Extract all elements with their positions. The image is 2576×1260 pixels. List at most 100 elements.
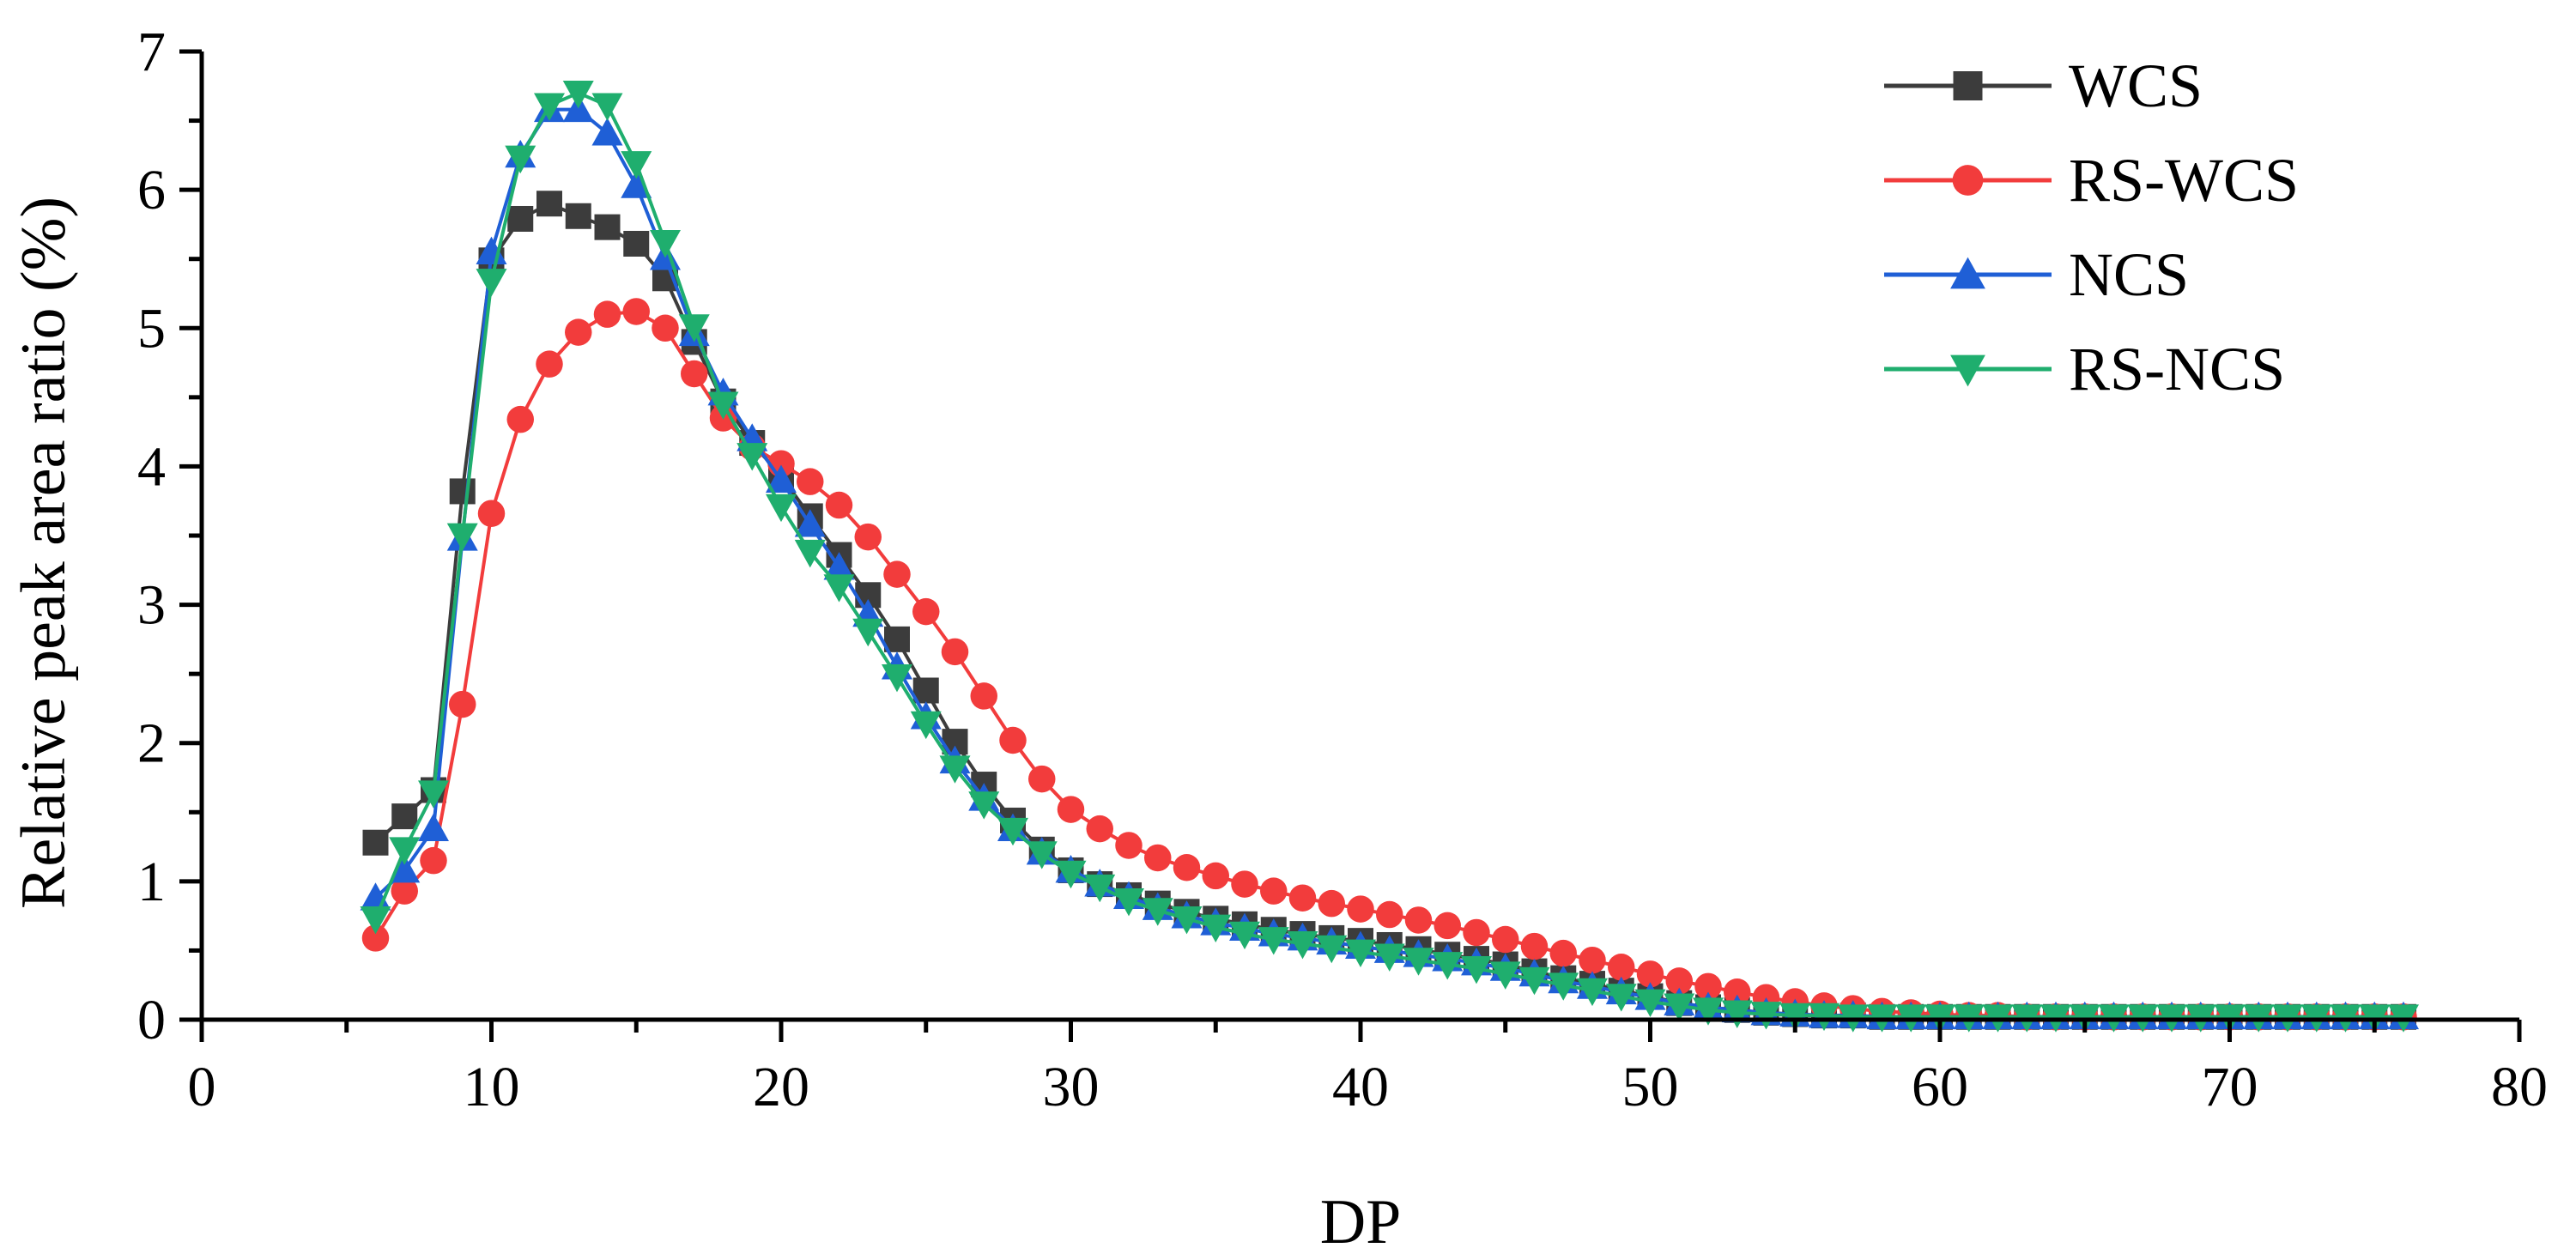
data-point-rs-wcs bbox=[1520, 932, 1549, 960]
legend-item-rs-ncs: RS-NCS bbox=[1884, 335, 2285, 403]
x-tick-label: 50 bbox=[1622, 1056, 1679, 1118]
y-tick-label: 6 bbox=[137, 159, 166, 221]
data-point-rs-wcs bbox=[477, 500, 506, 527]
data-point-rs-ncs bbox=[1809, 1003, 1840, 1032]
x-axis-ticks: 0 10 20 30 40 50 60 70 80 bbox=[188, 1020, 2548, 1118]
data-point-rs-ncs bbox=[389, 837, 421, 865]
data-point-rs-ncs bbox=[1432, 952, 1464, 980]
data-point-rs-ncs bbox=[476, 269, 507, 297]
data-point-rs-ncs bbox=[1721, 1000, 1753, 1028]
plot-area: 0 10 20 30 40 50 60 70 80 0 1 2 3 4 5 6 7 bbox=[137, 21, 2548, 1118]
data-point-ncs bbox=[621, 170, 652, 198]
data-point-wcs bbox=[565, 203, 591, 229]
data-point-rs-wcs bbox=[1608, 954, 1635, 981]
data-point-ncs bbox=[476, 236, 507, 265]
y-tick-label: 1 bbox=[137, 851, 166, 913]
data-point-rs-wcs bbox=[825, 491, 853, 519]
data-point-rs-ncs bbox=[823, 574, 855, 603]
data-point-rs-wcs bbox=[1463, 918, 1490, 947]
data-point-ncs bbox=[766, 464, 797, 493]
x-tick-label: 60 bbox=[1912, 1056, 1968, 1118]
data-point-rs-wcs bbox=[506, 405, 534, 433]
data-point-rs-wcs bbox=[941, 638, 969, 666]
x-axis-title: DP bbox=[1320, 1187, 1402, 1257]
data-point-rs-wcs bbox=[1231, 870, 1258, 898]
data-point-rs-wcs bbox=[1028, 765, 1056, 793]
data-point-wcs bbox=[536, 191, 562, 217]
x-tick-label: 30 bbox=[1043, 1056, 1100, 1118]
x-tick-label: 10 bbox=[464, 1056, 520, 1118]
data-point-wcs bbox=[507, 205, 534, 232]
data-point-rs-wcs bbox=[1144, 844, 1172, 872]
data-point-rs-ncs bbox=[1489, 961, 1521, 990]
data-point-rs-ncs bbox=[1577, 978, 1608, 1007]
data-point-rs-wcs bbox=[420, 846, 447, 875]
data-point-rs-ncs bbox=[1142, 898, 1173, 926]
data-point-rs-wcs bbox=[652, 314, 679, 342]
data-point-rs-ncs bbox=[1779, 1003, 1811, 1032]
y-tick-label: 2 bbox=[137, 712, 166, 775]
data-point-wcs bbox=[391, 803, 418, 830]
data-point-rs-wcs bbox=[1665, 967, 1693, 995]
data-point-rs-ncs bbox=[882, 663, 912, 693]
legend-marker-rs-ncs bbox=[1950, 354, 1985, 387]
series-layer bbox=[360, 80, 2419, 1033]
data-point-rs-ncs bbox=[1403, 948, 1434, 976]
data-point-rs-ncs bbox=[736, 443, 768, 471]
data-point-rs-ncs bbox=[562, 80, 594, 109]
data-point-rs-ncs bbox=[1518, 966, 1550, 996]
series-rs-ncs bbox=[360, 80, 2419, 1033]
data-point-rs-wcs bbox=[1492, 925, 1519, 954]
data-point-rs-ncs bbox=[505, 145, 536, 174]
data-point-rs-wcs bbox=[854, 523, 882, 551]
data-point-wcs bbox=[449, 478, 476, 505]
data-point-rs-wcs bbox=[883, 560, 911, 588]
data-point-rs-ncs bbox=[650, 229, 681, 258]
data-point-rs-wcs bbox=[361, 924, 390, 952]
data-point-rs-wcs bbox=[1636, 960, 1664, 988]
data-point-rs-ncs bbox=[1664, 993, 1695, 1021]
data-point-rs-wcs bbox=[1376, 900, 1403, 929]
series-line-wcs bbox=[374, 202, 2403, 1019]
data-point-rs-ncs bbox=[1229, 921, 1260, 950]
data-point-rs-wcs bbox=[565, 318, 592, 346]
data-point-rs-ncs bbox=[1750, 1002, 1782, 1030]
data-point-rs-wcs bbox=[970, 682, 997, 710]
data-point-rs-wcs bbox=[1288, 884, 1317, 912]
data-point-rs-ncs bbox=[1373, 943, 1405, 972]
y-tick-label: 5 bbox=[137, 297, 166, 360]
data-point-rs-ncs bbox=[1548, 972, 1579, 1001]
data-point-rs-ncs bbox=[766, 494, 797, 523]
data-point-rs-ncs bbox=[1113, 888, 1144, 917]
y-tick-label: 0 bbox=[137, 989, 166, 1051]
data-point-rs-ncs bbox=[939, 755, 971, 784]
y-tick-label: 3 bbox=[137, 574, 166, 637]
x-tick-label: 0 bbox=[188, 1056, 216, 1118]
data-point-rs-ncs bbox=[1084, 874, 1116, 903]
data-point-ncs bbox=[794, 509, 826, 537]
data-point-rs-ncs bbox=[1316, 935, 1348, 964]
data-point-rs-ncs bbox=[621, 151, 652, 179]
data-point-wcs bbox=[623, 230, 650, 257]
legend-item-wcs: WCS bbox=[1884, 51, 2203, 120]
legend-marker-ncs bbox=[1950, 257, 1985, 289]
data-point-rs-ncs bbox=[968, 791, 1000, 820]
data-point-rs-ncs bbox=[1258, 927, 1289, 955]
data-point-rs-wcs bbox=[1086, 815, 1113, 843]
data-point-rs-wcs bbox=[1260, 877, 1288, 905]
data-point-rs-ncs bbox=[678, 314, 710, 342]
data-point-rs-ncs bbox=[1605, 984, 1637, 1012]
data-point-rs-wcs bbox=[593, 300, 621, 328]
legend: WCS RS-WCS NCS RS-NCS bbox=[1884, 51, 2299, 403]
data-point-rs-wcs bbox=[1724, 978, 1751, 1006]
data-point-rs-wcs bbox=[1057, 796, 1085, 823]
data-point-rs-wcs bbox=[536, 350, 563, 378]
data-point-ncs bbox=[823, 552, 855, 580]
data-point-rs-ncs bbox=[1026, 841, 1058, 869]
data-point-rs-ncs bbox=[1461, 955, 1492, 984]
x-tick-label: 20 bbox=[753, 1056, 809, 1118]
x-tick-label: 40 bbox=[1332, 1056, 1389, 1118]
data-point-rs-ncs bbox=[446, 523, 478, 551]
